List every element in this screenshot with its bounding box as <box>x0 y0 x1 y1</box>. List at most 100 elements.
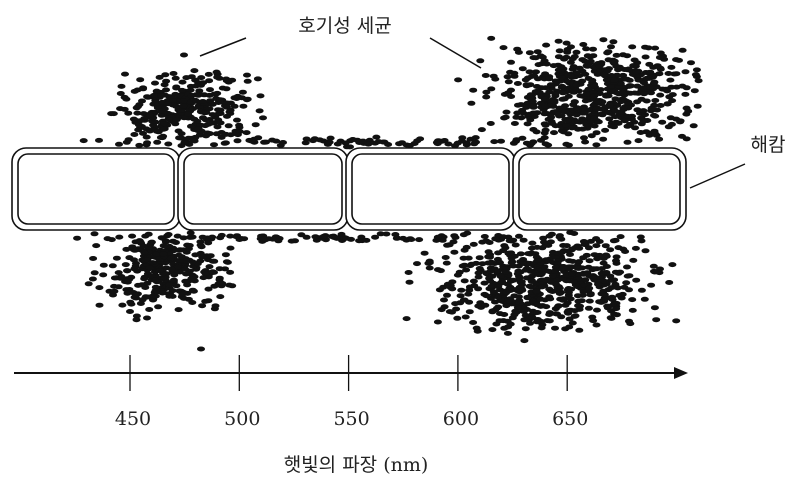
bacterium <box>653 63 662 69</box>
bacterium <box>205 106 214 112</box>
bacterium <box>632 277 641 283</box>
bacterium <box>629 63 638 69</box>
bacterium <box>210 142 218 148</box>
bacterium <box>606 247 615 253</box>
bacterium <box>678 83 687 89</box>
bacterium <box>174 128 183 134</box>
bacterium <box>575 327 584 333</box>
bacterium <box>95 302 104 308</box>
bacterium <box>319 234 328 239</box>
bacterium <box>204 71 213 77</box>
bacterium <box>165 282 174 288</box>
bacterium <box>362 237 371 243</box>
bacterium <box>402 316 411 322</box>
bacterium <box>130 88 139 94</box>
bacterium <box>461 314 470 320</box>
bacterium <box>238 89 247 95</box>
bacterium <box>145 307 154 312</box>
bacterium <box>592 130 601 136</box>
bacterium <box>186 230 195 236</box>
bacterium <box>641 248 650 254</box>
bacterium <box>616 234 625 240</box>
bacterium <box>254 135 263 141</box>
bacterium <box>144 231 153 237</box>
bacterium <box>207 120 216 126</box>
bacterium <box>542 42 551 48</box>
bacterium <box>568 89 577 94</box>
bacterium <box>121 71 129 77</box>
bacterium <box>530 73 539 79</box>
bacterium <box>550 130 558 136</box>
bacterium <box>160 275 169 281</box>
bacterium <box>521 326 530 332</box>
bacterium <box>89 256 98 261</box>
bacterium <box>625 287 633 293</box>
bacterium <box>569 279 578 285</box>
bacterium <box>474 286 483 292</box>
bacterium <box>502 109 511 115</box>
bacterium <box>610 124 618 130</box>
bacterium <box>325 139 334 145</box>
bacterium <box>197 75 206 81</box>
bacterium <box>224 123 233 129</box>
bacterium <box>523 295 532 301</box>
bacterium <box>478 261 487 267</box>
bacterium <box>664 71 673 76</box>
bacterium <box>496 273 505 279</box>
bacterium <box>172 283 181 289</box>
bacterium <box>551 91 560 97</box>
bacterium <box>103 236 112 242</box>
bacterium <box>202 133 210 139</box>
bacterium <box>110 288 119 294</box>
bacterium <box>268 236 277 242</box>
bacterium <box>546 112 555 117</box>
bacterium <box>177 254 186 260</box>
bacterium <box>147 239 156 245</box>
bacterium <box>116 91 125 96</box>
bacterium <box>610 311 619 317</box>
bacterium <box>153 128 161 134</box>
bacterium <box>99 272 108 278</box>
bacterium <box>567 73 576 79</box>
bacterium <box>592 106 601 112</box>
bacterium <box>590 68 599 74</box>
bacterium <box>487 35 496 41</box>
bacterium <box>603 50 612 56</box>
bacterium <box>189 137 198 143</box>
bacterium <box>175 135 184 141</box>
bacterium <box>692 67 701 73</box>
bacterium <box>162 87 170 93</box>
bacterium <box>115 234 124 240</box>
bacterium <box>221 252 230 258</box>
bacterium <box>440 297 448 303</box>
bacterium <box>561 109 570 115</box>
bacterium <box>652 317 661 323</box>
bacterium <box>528 95 537 101</box>
bacterium <box>525 283 534 289</box>
tick-label: 600 <box>443 408 479 430</box>
bacterium <box>585 285 594 291</box>
bacterium <box>553 277 562 283</box>
bacterium <box>406 143 414 148</box>
bacterium <box>243 78 252 84</box>
bacterium <box>247 138 256 144</box>
bacterium <box>382 231 391 237</box>
bacterium <box>542 257 551 263</box>
bacterium <box>573 265 582 271</box>
bacterium <box>584 305 593 311</box>
bacterium <box>581 98 590 104</box>
bacterium <box>177 107 186 113</box>
bacterium <box>568 271 577 277</box>
bacterium <box>221 131 230 137</box>
bacterium <box>560 96 569 102</box>
bacterium <box>134 282 143 288</box>
bacterium <box>567 44 575 50</box>
bacterium <box>205 264 214 270</box>
bacterium <box>534 272 543 278</box>
bacterium <box>630 90 639 96</box>
bacterium <box>201 298 210 304</box>
bacterium <box>202 110 211 115</box>
bacterium <box>534 258 542 263</box>
bacterium <box>546 296 555 302</box>
bacterium <box>199 80 208 86</box>
